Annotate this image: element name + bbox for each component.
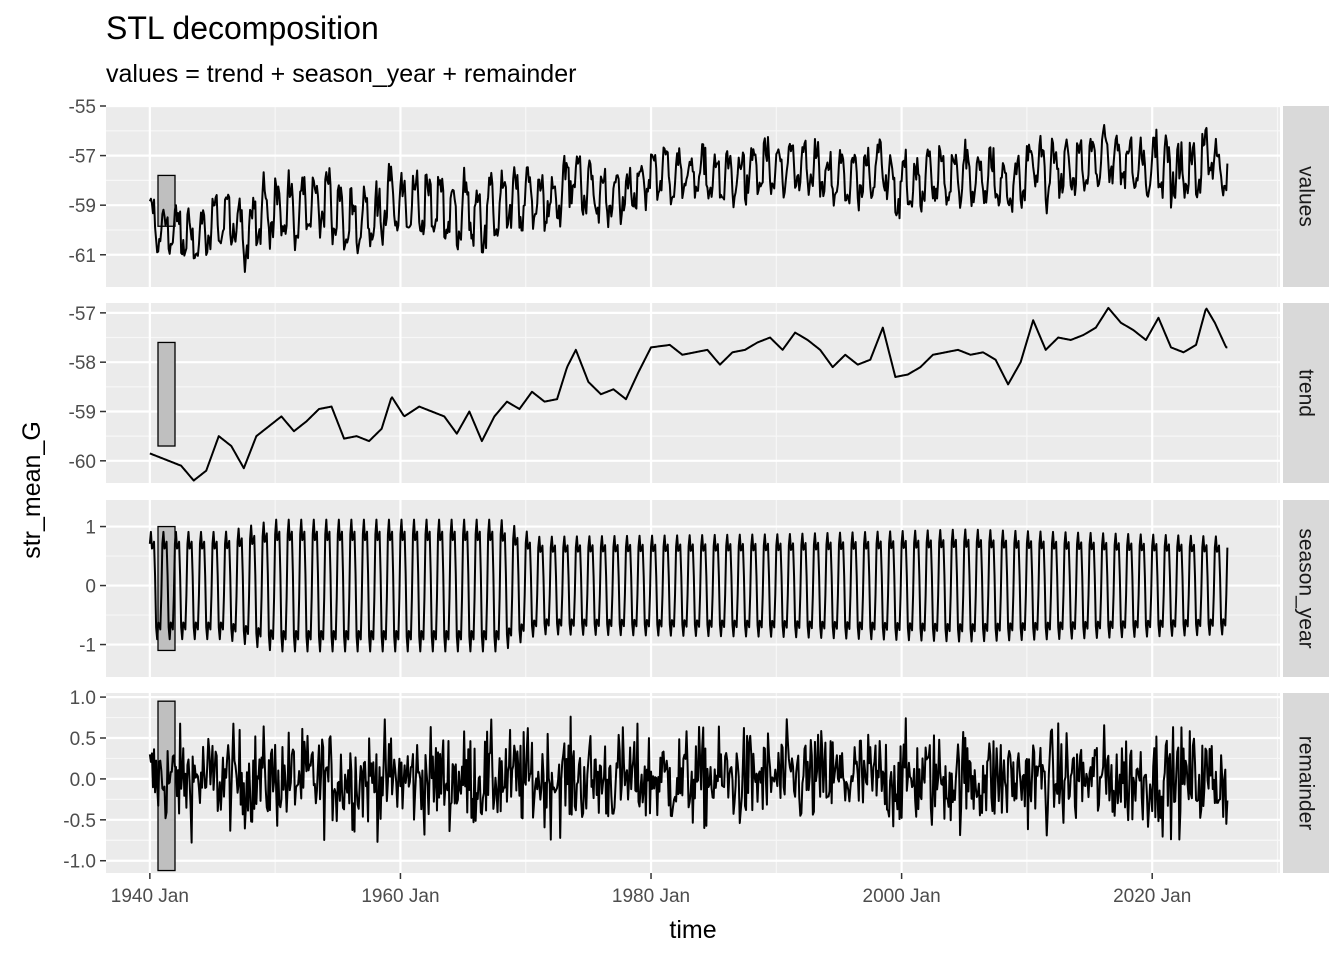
series-line-remainder [148,715,1229,844]
y-tick-label: 1 [85,518,96,539]
y-tick-label: 0 [85,577,96,598]
series-line-values [148,124,1229,273]
strip-label-values: values [1295,166,1318,227]
y-tick-label: -0.5 [63,811,96,832]
panel-background [106,303,1280,483]
x-axis-title: time [669,916,716,944]
y-tick-label: -58 [69,353,96,374]
y-tick-label: 0.5 [70,729,96,750]
facet-values: -55 -57 -59 -61 values [69,97,1329,287]
series-line-trend [149,306,1228,482]
facet-remainder: 1.0 0.5 0.0 -0.5 -1.0 remainder [63,688,1329,873]
strip-background [1283,500,1329,677]
chart-subtitle: values = trend + season_year + remainder [106,60,577,88]
y-tick-label: -61 [69,246,96,267]
strip-background [1283,106,1329,287]
y-tick-label: -59 [69,196,96,217]
strip-label-remainder: remainder [1295,736,1318,831]
strip-label-trend: trend [1295,369,1318,417]
scale-bar [157,341,176,447]
y-tick-label: -59 [69,402,96,423]
strip-background [1283,693,1329,873]
strip-label-season_year: season_year [1295,528,1318,648]
panel-background [106,106,1280,287]
strip-background [1283,303,1329,483]
series-line-season_year [148,518,1229,653]
y-axis-title: str_mean_G [18,421,46,559]
y-tick-label: -1.0 [63,852,96,873]
x-tick-label: 2020 Jan [1113,886,1191,907]
y-tick-label: -60 [69,452,96,473]
y-tick-label: -55 [69,97,96,118]
facet-trend: -57 -58 -59 -60 trend [69,303,1329,483]
facet-season_year: 1 0 -1 season_year [79,500,1329,677]
x-tick-label: 1980 Jan [612,886,690,907]
x-tick-label: 2000 Jan [863,886,941,907]
y-tick-label: 1.0 [70,688,96,709]
x-tick-label: 1960 Jan [361,886,439,907]
y-tick-label: 0.0 [70,770,96,791]
y-tick-label: -57 [69,147,96,168]
chart-title: STL decomposition [106,10,379,46]
x-tick-label: 1940 Jan [111,886,189,907]
y-tick-label: -57 [69,304,96,325]
y-tick-label: -1 [79,636,96,657]
